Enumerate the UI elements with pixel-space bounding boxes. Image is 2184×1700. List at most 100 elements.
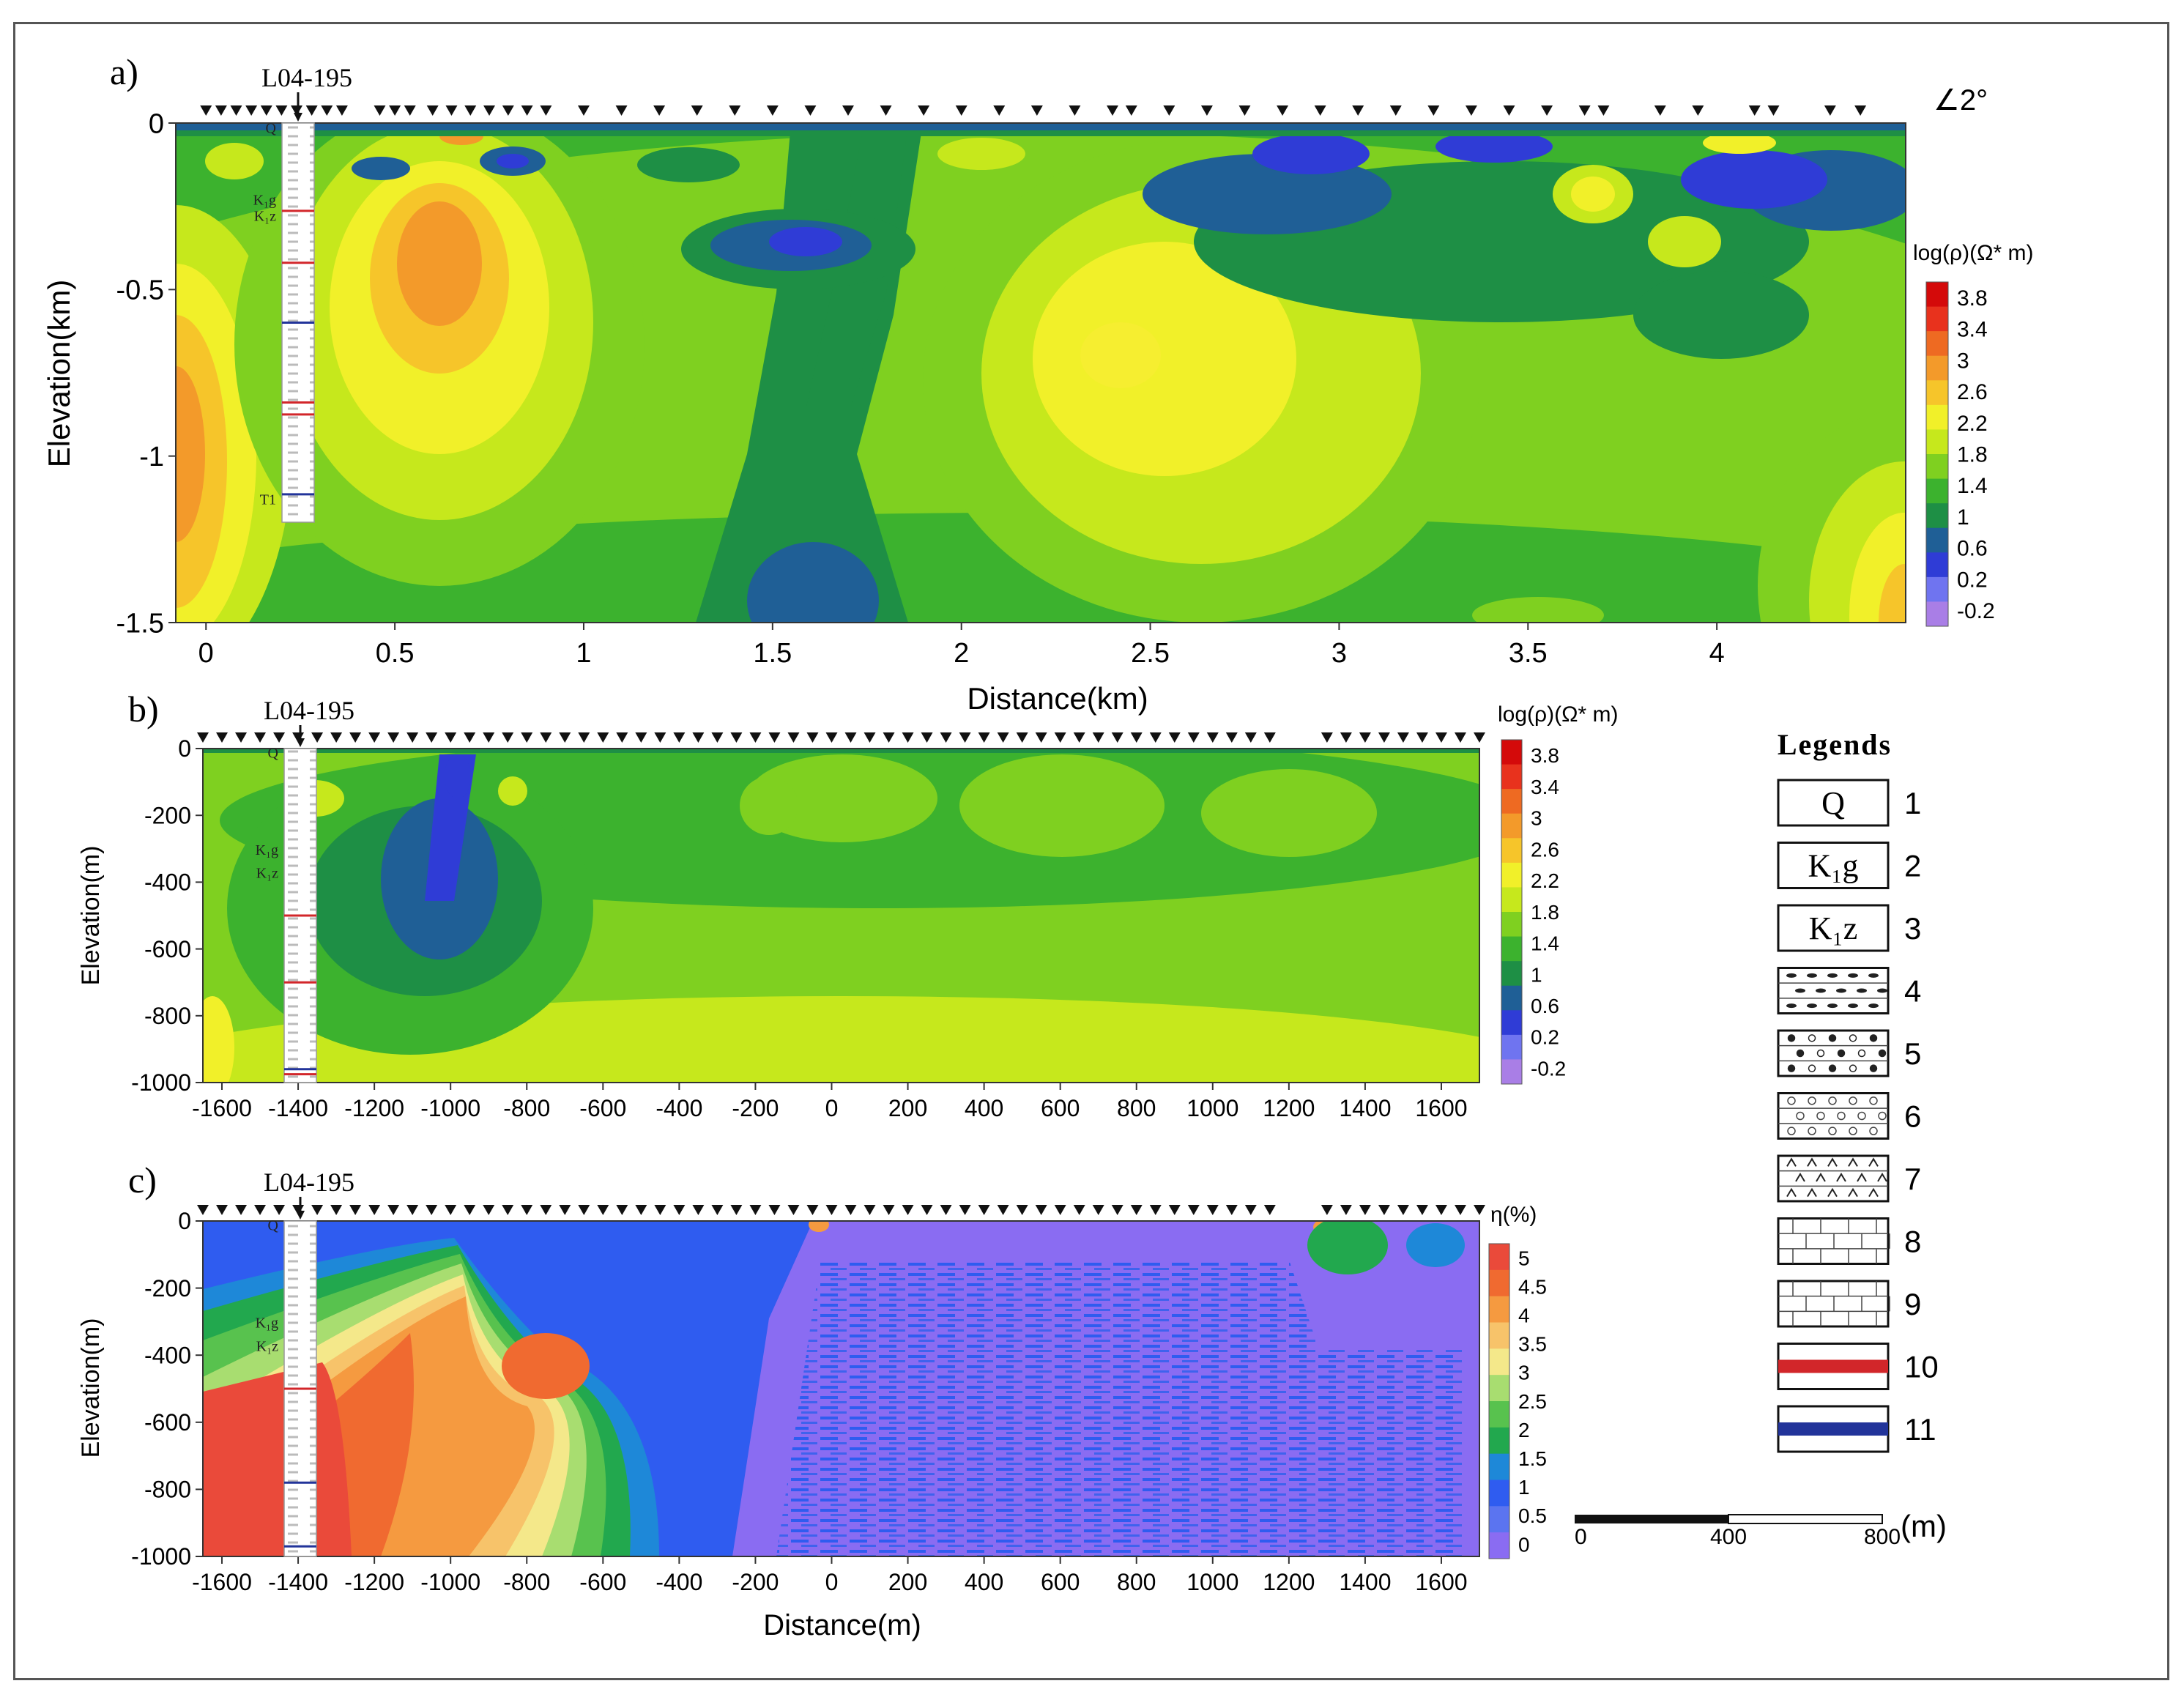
strata-label: K₁g (253, 193, 276, 209)
legend-bar (1778, 1422, 1888, 1436)
colorbar-border (1488, 1243, 1510, 1559)
colorbar-tick-label: 2.6 (1531, 838, 1559, 861)
station-marker (483, 105, 496, 116)
x-tick-label: 1 (576, 638, 591, 669)
station-marker (1427, 105, 1440, 116)
station-marker (844, 732, 857, 743)
station-marker (540, 105, 552, 116)
x-tick-label: -200 (732, 1569, 779, 1595)
colorbar-tick-label: -0.2 (1531, 1057, 1566, 1080)
station-marker (842, 105, 854, 116)
well-arrow-head (294, 113, 302, 122)
colorbar-swatch (1926, 527, 1948, 553)
x-tick-label: 3.5 (1509, 638, 1548, 669)
x-tick-label: 0.5 (376, 638, 415, 669)
colorbar-tick-label: 1.4 (1957, 474, 1988, 498)
station-marker (749, 732, 762, 743)
station-marker (305, 105, 318, 116)
colorbar-tick-label: 3.8 (1957, 286, 1988, 311)
station-marker (349, 732, 362, 743)
y-tick-label: -400 (144, 1342, 191, 1368)
colorbar-border (1925, 281, 1949, 627)
x-tick-label: 2.5 (1131, 638, 1170, 669)
station-marker (502, 1205, 514, 1215)
colorbar-swatch (1926, 331, 1948, 357)
panel-a: a) (42, 51, 2034, 716)
panel-b-colorbar-title: log(ρ)(Ω* m) (1498, 702, 1619, 727)
station-marker (197, 732, 209, 743)
x-tick-label: -400 (655, 1569, 702, 1595)
station-marker (291, 105, 303, 116)
panel-b-section (203, 749, 1479, 1083)
legend-number: 7 (1904, 1162, 1921, 1196)
station-marker (273, 1205, 286, 1215)
legend-swatch (1777, 1280, 1890, 1328)
station-marker (230, 105, 242, 116)
station-marker (921, 732, 933, 743)
colorbar-tick-label: 0.6 (1531, 995, 1559, 1017)
station-marker (918, 105, 930, 116)
colorbar-tick-label: 0.5 (1518, 1504, 1547, 1527)
x-tick-label: -200 (732, 1095, 779, 1121)
legend-pattern (1778, 973, 1888, 1009)
station-marker (1054, 732, 1066, 743)
station-marker (768, 1205, 781, 1215)
x-tick-label: 1400 (1339, 1569, 1391, 1595)
station-marker (1397, 732, 1409, 743)
station-marker (1168, 1205, 1181, 1215)
scale-bar-tick: 0 (1575, 1525, 1587, 1549)
colorbar-swatch (1489, 1375, 1509, 1402)
station-marker (1200, 105, 1213, 116)
colorbar-swatch (1489, 1322, 1509, 1349)
legend-item-4: 4 (1777, 967, 1921, 1014)
colorbar-swatch (1926, 478, 1948, 504)
panel-c-xlabel: Distance(m) (763, 1609, 921, 1641)
station-marker (1111, 732, 1123, 743)
station-marker (787, 732, 800, 743)
panel-c-label: c) (128, 1159, 157, 1200)
station-marker (978, 1205, 990, 1215)
station-marker (1016, 1205, 1028, 1215)
panel-a-axes: 0 0.5 1 1.5 2 2.5 3 3.5 4 0 -0.5 -1 -1.5 (116, 105, 1867, 669)
station-marker (311, 732, 324, 743)
colorbar-swatch (1926, 454, 1948, 480)
strata-label: T1 (260, 491, 276, 508)
y-tick-label: -800 (144, 1003, 191, 1029)
station-marker (863, 1205, 876, 1215)
legend-item-9: 9 (1777, 1280, 1921, 1328)
station-marker (1054, 1205, 1066, 1215)
station-marker (806, 732, 819, 743)
station-marker (216, 1205, 229, 1215)
station-marker (273, 732, 286, 743)
station-marker (1435, 732, 1447, 743)
station-marker (1206, 1205, 1219, 1215)
colorbar-swatch (1501, 1059, 1522, 1085)
station-marker (1454, 732, 1466, 743)
colorbar-swatch (1489, 1296, 1509, 1323)
legend-number: 5 (1904, 1036, 1921, 1071)
station-marker (616, 732, 628, 743)
station-marker (654, 1205, 666, 1215)
station-marker (1389, 105, 1402, 116)
station-marker (1654, 105, 1666, 116)
colorbar-swatch (1926, 503, 1948, 529)
strata-label: K₁g (256, 1315, 278, 1331)
colorbar-swatch (1489, 1480, 1509, 1507)
colorbar-tick-label: 2.2 (1957, 412, 1988, 436)
station-marker (1359, 1205, 1371, 1215)
colorbar-swatch (1501, 985, 1522, 1011)
colorbar-swatch (1501, 1034, 1522, 1060)
legend-number: 3 (1904, 911, 1921, 946)
station-marker (597, 732, 609, 743)
station-marker (368, 732, 381, 743)
station-marker (692, 732, 705, 743)
station-marker (711, 732, 724, 743)
legend-swatch (1777, 1154, 1890, 1203)
station-marker (254, 732, 267, 743)
colorbar-swatch (1489, 1453, 1509, 1480)
colorbar-tick-label: 3.5 (1518, 1333, 1547, 1356)
colorbar-swatch (1501, 789, 1522, 814)
station-marker (235, 732, 248, 743)
y-tick-label: -1.5 (116, 608, 164, 639)
legend-swatch (1777, 904, 1890, 952)
